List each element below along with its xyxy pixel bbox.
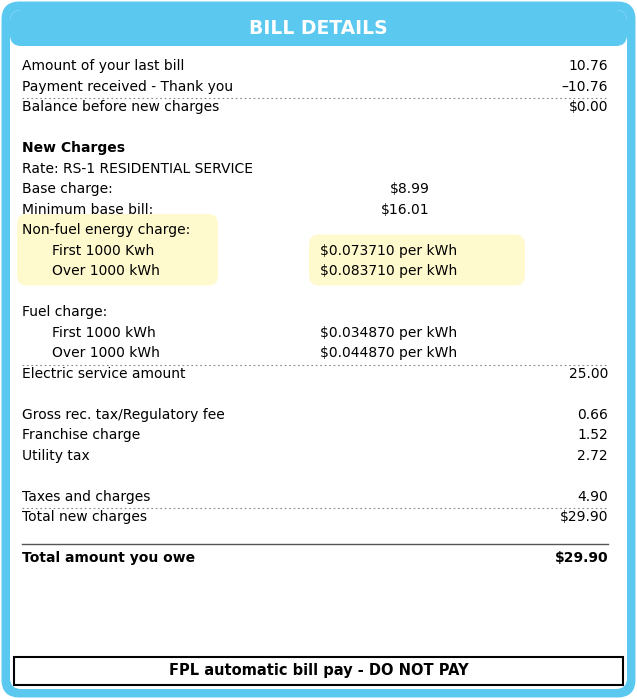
Text: $0.044870 per kWh: $0.044870 per kWh	[320, 346, 457, 360]
FancyBboxPatch shape	[5, 5, 632, 694]
Text: Minimum base bill:: Minimum base bill:	[22, 203, 154, 217]
Text: FPL automatic bill pay - DO NOT PAY: FPL automatic bill pay - DO NOT PAY	[169, 663, 468, 679]
FancyBboxPatch shape	[309, 234, 525, 286]
Text: Taxes and charges: Taxes and charges	[22, 490, 150, 504]
Text: $0.00: $0.00	[568, 100, 608, 115]
Text: Gross rec. tax/Regulatory fee: Gross rec. tax/Regulatory fee	[22, 408, 225, 421]
Text: $8.99: $8.99	[390, 182, 430, 196]
Text: Over 1000 kWh: Over 1000 kWh	[52, 264, 160, 278]
Text: $29.90: $29.90	[559, 510, 608, 524]
Text: $0.083710 per kWh: $0.083710 per kWh	[320, 264, 457, 278]
Text: First 1000 Kwh: First 1000 Kwh	[52, 244, 154, 258]
Text: –10.76: –10.76	[561, 80, 608, 94]
Text: Base charge:: Base charge:	[22, 182, 113, 196]
Text: 1.52: 1.52	[577, 428, 608, 442]
FancyBboxPatch shape	[14, 657, 623, 685]
Text: Rate: RS-1 RESIDENTIAL SERVICE: Rate: RS-1 RESIDENTIAL SERVICE	[22, 161, 253, 176]
Text: Total new charges: Total new charges	[22, 510, 147, 524]
Text: Electric service amount: Electric service amount	[22, 367, 185, 381]
Text: New Charges: New Charges	[22, 141, 125, 155]
Text: $16.01: $16.01	[382, 203, 430, 217]
Text: Fuel charge:: Fuel charge:	[22, 305, 107, 319]
Text: Balance before new charges: Balance before new charges	[22, 100, 219, 115]
Text: Payment received - Thank you: Payment received - Thank you	[22, 80, 233, 94]
Text: First 1000 kWh: First 1000 kWh	[52, 326, 156, 340]
Text: $0.073710 per kWh: $0.073710 per kWh	[320, 244, 457, 258]
Text: Franchise charge: Franchise charge	[22, 428, 140, 442]
Text: Total amount you owe: Total amount you owe	[22, 552, 195, 565]
Text: 10.76: 10.76	[568, 59, 608, 73]
Text: 25.00: 25.00	[569, 367, 608, 381]
Text: Amount of your last bill: Amount of your last bill	[22, 59, 184, 73]
Text: 4.90: 4.90	[577, 490, 608, 504]
Text: 2.72: 2.72	[577, 449, 608, 463]
Text: $29.90: $29.90	[554, 552, 608, 565]
FancyBboxPatch shape	[17, 214, 218, 286]
Text: 0.66: 0.66	[577, 408, 608, 421]
Text: Utility tax: Utility tax	[22, 449, 90, 463]
FancyBboxPatch shape	[10, 10, 627, 689]
Text: Over 1000 kWh: Over 1000 kWh	[52, 346, 160, 360]
FancyBboxPatch shape	[10, 10, 627, 46]
Text: BILL DETAILS: BILL DETAILS	[249, 18, 388, 38]
Text: Non-fuel energy charge:: Non-fuel energy charge:	[22, 223, 190, 237]
Text: $0.034870 per kWh: $0.034870 per kWh	[320, 326, 457, 340]
